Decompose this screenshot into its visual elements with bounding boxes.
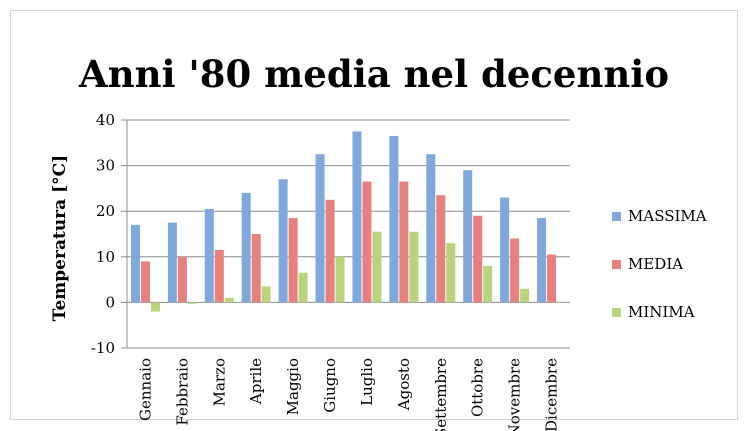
bar-media-aprile xyxy=(251,234,261,303)
bar-massima-aprile xyxy=(241,192,251,303)
y-tick-label: -10 xyxy=(91,339,115,357)
x-category-label: Marzo xyxy=(210,358,228,406)
x-category-label: Febbraio xyxy=(173,358,191,426)
bar-massima-marzo xyxy=(204,208,214,303)
bar-media-settembre xyxy=(436,195,446,303)
bar-media-novembre xyxy=(510,238,520,303)
y-tick-label: 30 xyxy=(96,157,115,175)
bar-massima-febbraio xyxy=(167,222,177,303)
grid-lines xyxy=(121,119,570,349)
y-tick-labels: 40 30 20 10 0 -10 xyxy=(91,111,115,357)
bar-massima-maggio xyxy=(278,179,288,303)
bar-media-ottobre xyxy=(473,215,483,303)
bar-minima-gennaio xyxy=(150,302,160,312)
x-category-label: Luglio xyxy=(358,358,376,406)
bar-minima-ottobre xyxy=(483,265,493,303)
legend-swatch-media xyxy=(612,260,621,269)
bar-minima-marzo xyxy=(224,297,234,303)
bar-media-maggio xyxy=(288,218,298,303)
bar-minima-settembre xyxy=(446,243,456,303)
legend-swatch-minima xyxy=(612,308,621,317)
bar-media-dicembre xyxy=(547,254,557,303)
bar-minima-giugno xyxy=(335,256,345,303)
bar-massima-dicembre xyxy=(537,218,547,303)
bar-media-febbraio xyxy=(177,256,187,303)
bar-minima-aprile xyxy=(261,286,271,303)
legend-label-massima: MASSIMA xyxy=(628,207,707,225)
x-category-label: Gennaio xyxy=(136,358,154,421)
bar-massima-gennaio xyxy=(130,224,140,303)
bar-massima-agosto xyxy=(389,135,399,303)
bar-massima-ottobre xyxy=(463,170,473,303)
x-category-label: Aprile xyxy=(247,358,265,405)
bar-minima-novembre xyxy=(520,288,530,303)
x-category-label: Dicembre xyxy=(543,358,561,431)
bar-media-luglio xyxy=(362,181,372,303)
legend-swatch-massima xyxy=(612,212,621,221)
y-tick-label: 40 xyxy=(96,111,115,129)
x-category-labels: Gennaio Febbraio Marzo Aprile Maggio Giugno Lu… xyxy=(136,358,560,431)
bar-media-giugno xyxy=(325,199,335,303)
bar-media-marzo xyxy=(214,249,224,303)
y-tick-label: 10 xyxy=(96,248,115,266)
bar-minima-luglio xyxy=(372,231,382,303)
bar-massima-novembre xyxy=(500,197,510,303)
chart-title: Anni '80 media nel decennio xyxy=(78,52,669,96)
x-category-label: Novembre xyxy=(506,358,524,431)
bar-minima-febbraio xyxy=(187,302,197,304)
x-category-label: Agosto xyxy=(395,358,413,411)
x-category-label: Giugno xyxy=(321,358,339,413)
x-category-label: Settembre xyxy=(432,358,450,431)
bar-massima-settembre xyxy=(426,154,436,303)
legend: MASSIMA MEDIA MINIMA xyxy=(612,207,707,321)
y-tick-label: 20 xyxy=(96,202,115,220)
bar-minima-agosto xyxy=(409,231,419,303)
x-category-label: Ottobre xyxy=(469,358,487,417)
legend-label-media: MEDIA xyxy=(628,255,683,273)
x-category-label: Maggio xyxy=(284,358,302,415)
y-tick-label: 0 xyxy=(105,293,115,311)
bar-minima-maggio xyxy=(298,272,308,303)
bar-media-agosto xyxy=(399,181,409,303)
y-axis-title: Temperatura [°C] xyxy=(50,155,70,321)
bars xyxy=(130,131,567,312)
bar-media-gennaio xyxy=(140,261,150,303)
legend-label-minima: MINIMA xyxy=(628,303,695,321)
bar-massima-luglio xyxy=(352,131,362,303)
bar-massima-giugno xyxy=(315,154,325,303)
bar-minima-dicembre xyxy=(557,302,567,303)
